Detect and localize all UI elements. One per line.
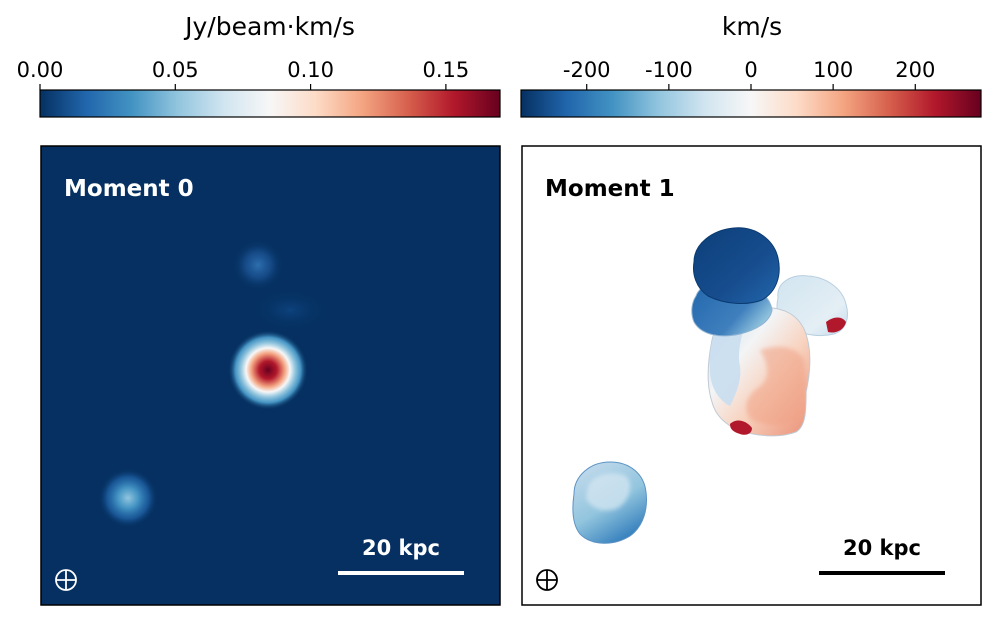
colorbar-moment1: km/s -200 -100 0 100 200 (520, 12, 982, 118)
region-companion-highlight (586, 473, 631, 511)
colorbar-tick-label: 0 (744, 58, 757, 82)
colorbar-moment1-label: km/s (722, 12, 782, 41)
source-faint-north (232, 239, 284, 291)
moment1-scalebar-label: 20 kpc (843, 536, 921, 560)
moment1-frame (521, 145, 982, 606)
source-core (228, 330, 308, 410)
colorbar-tick-label: -200 (563, 58, 611, 82)
panel-moment0: Moment 0 20 kpc (40, 145, 501, 606)
region-north-east-edge (826, 317, 846, 333)
moment0-scalebar-label: 20 kpc (362, 536, 440, 560)
panel-moment1: Moment 1 20 kpc (521, 145, 982, 606)
colorbar-moment0-label: Jy/beam·km/s (183, 12, 355, 41)
colorbar-moment0-ramp (39, 89, 501, 118)
colorbar-tick-label: 0.15 (422, 58, 469, 82)
colorbar-tick-label: 200 (895, 58, 935, 82)
moment0-title: Moment 0 (64, 176, 194, 202)
moment0-frame (40, 145, 501, 606)
colorbar-tick-label: -100 (645, 58, 693, 82)
source-wisp (250, 288, 330, 332)
region-north (693, 227, 780, 304)
colorbar-tick-label: 0.00 (17, 58, 64, 82)
colorbar-moment0: Jy/beam·km/s 0.00 0.05 0.10 0.15 (17, 12, 501, 118)
colorbar-tick-label: 100 (813, 58, 853, 82)
colorbar-moment1-ramp (520, 89, 982, 118)
moment1-velocity-field (572, 227, 848, 544)
colorbar-tick-label: 0.05 (152, 58, 199, 82)
moment0-emission (98, 239, 330, 528)
colorbar-tick-label: 0.10 (287, 58, 334, 82)
beam-icon (55, 569, 77, 591)
moment1-title: Moment 1 (545, 176, 675, 202)
beam-icon (536, 569, 558, 591)
region-central-body-red-edge (730, 420, 752, 435)
source-companion (98, 468, 158, 528)
region-central-body-redwave (746, 346, 806, 426)
